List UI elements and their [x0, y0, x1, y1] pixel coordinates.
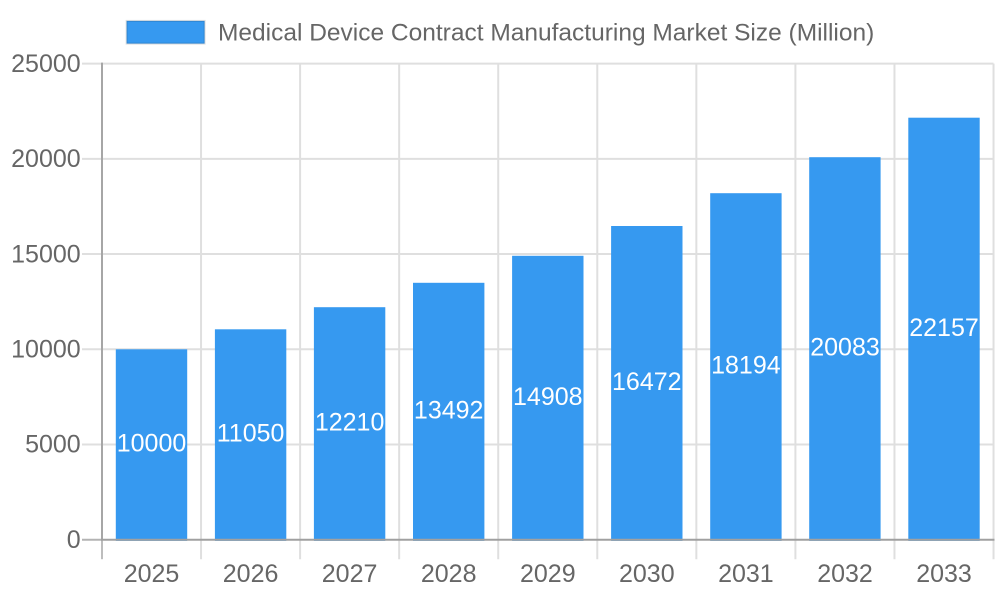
svg-text:2033: 2033 [916, 560, 972, 588]
svg-text:12210: 12210 [315, 409, 385, 437]
svg-text:10000: 10000 [11, 336, 81, 364]
svg-text:2032: 2032 [817, 560, 873, 588]
svg-text:18194: 18194 [711, 352, 781, 380]
svg-text:10000: 10000 [117, 430, 187, 458]
svg-text:2026: 2026 [223, 560, 279, 588]
svg-text:2028: 2028 [421, 560, 477, 588]
svg-text:20000: 20000 [11, 145, 81, 173]
svg-text:14908: 14908 [513, 383, 583, 411]
svg-text:25000: 25000 [11, 50, 81, 78]
svg-text:22157: 22157 [909, 314, 979, 342]
svg-text:2025: 2025 [124, 560, 180, 588]
svg-text:Medical Device Contract Manufa: Medical Device Contract Manufacturing Ma… [218, 20, 874, 47]
svg-text:2030: 2030 [619, 560, 675, 588]
svg-text:13492: 13492 [414, 397, 484, 425]
svg-text:16472: 16472 [612, 368, 682, 396]
svg-text:15000: 15000 [11, 240, 81, 268]
svg-text:0: 0 [67, 526, 81, 554]
svg-text:2027: 2027 [322, 560, 378, 588]
svg-text:11050: 11050 [217, 420, 285, 448]
svg-text:2029: 2029 [520, 560, 576, 588]
svg-text:5000: 5000 [25, 431, 81, 459]
svg-text:2031: 2031 [718, 560, 774, 588]
svg-text:20083: 20083 [810, 334, 880, 362]
